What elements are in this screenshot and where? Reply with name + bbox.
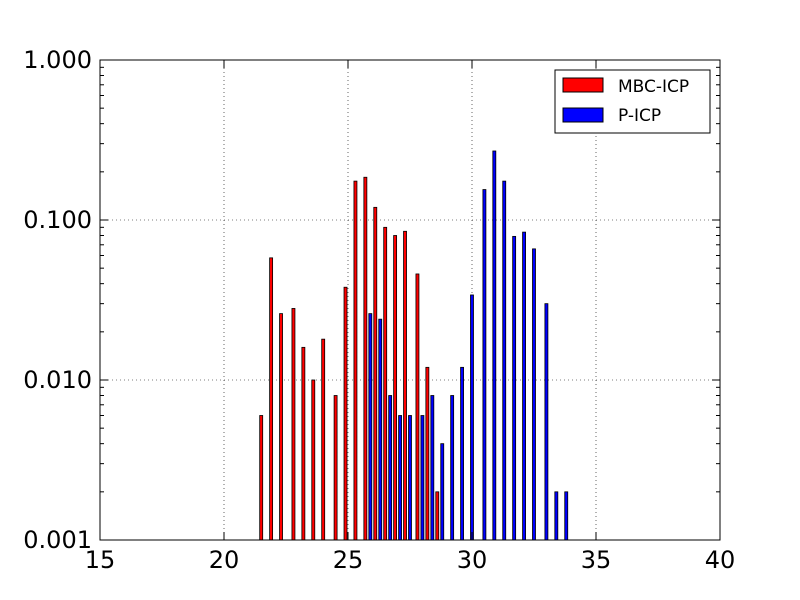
bar-mbc-icp	[269, 257, 274, 541]
legend-label-mbc-icp: MBC-ICP	[618, 77, 689, 97]
bar-mbc-icp	[403, 230, 407, 541]
legend-label-p-icp: P-ICP	[618, 106, 661, 126]
legend-swatch-p-icp	[562, 107, 604, 123]
bar-p-icp	[522, 231, 526, 541]
bar-p-icp	[430, 395, 435, 541]
y-axis-tick-labels: 0.001 0.010 0.100 1.000	[23, 46, 92, 554]
y-tick-label: 1.000	[23, 46, 92, 74]
bar-mbc-icp	[373, 206, 378, 541]
bar-p-icp	[564, 491, 569, 541]
bar-p-icp	[450, 395, 455, 541]
bar-p-icp	[460, 366, 464, 541]
bar-p-icp	[398, 415, 402, 541]
bar-mbc-icp	[383, 226, 388, 541]
bar-p-icp	[554, 491, 559, 541]
bar-mbc-icp	[279, 313, 283, 541]
x-tick-label: 15	[85, 546, 116, 574]
bar-mbc-icp	[321, 338, 326, 541]
bar-mbc-icp	[393, 235, 398, 541]
bar-p-icp	[388, 395, 393, 541]
bar-p-icp	[532, 248, 536, 541]
bar-p-icp	[544, 303, 549, 541]
plot-frame	[99, 59, 721, 541]
bar-mbc-icp	[291, 308, 296, 541]
x-tick-label: 20	[209, 546, 240, 574]
bar-mbc-icp	[435, 491, 440, 541]
bar-p-icp	[502, 180, 507, 541]
bar-mbc-icp	[415, 273, 420, 541]
bar-p-icp	[378, 318, 383, 541]
bar-p-icp	[470, 294, 474, 541]
bar-mbc-icp	[333, 395, 338, 541]
bar-mbc-icp	[363, 176, 368, 541]
bar-p-icp	[408, 415, 412, 541]
bar-p-icp	[492, 150, 497, 541]
x-tick-label: 40	[705, 546, 736, 574]
x-axis-tick-labels: 15 20 25 30 35 40	[85, 546, 736, 574]
bar-mbc-icp	[259, 415, 264, 541]
bar-p-icp	[440, 443, 445, 541]
bar-mbc-icp	[343, 286, 348, 541]
x-tick-label: 30	[457, 546, 488, 574]
legend: MBC-ICP P-ICP	[554, 69, 711, 134]
bar-mbc-icp	[353, 180, 358, 541]
legend-swatch-mbc-icp	[562, 77, 604, 93]
bar-mbc-icp	[311, 379, 316, 541]
bar-p-icp	[368, 313, 373, 541]
bar-mbc-icp	[301, 346, 306, 541]
x-tick-label: 25	[333, 546, 364, 574]
x-tick-label: 35	[581, 546, 612, 574]
bar-p-icp	[420, 415, 425, 541]
bar-p-icp	[482, 189, 487, 541]
bar-p-icp	[512, 235, 517, 541]
y-tick-label: 0.010	[23, 366, 92, 394]
y-tick-label: 0.001	[23, 526, 92, 554]
y-tick-label: 0.100	[23, 206, 92, 234]
bar-mbc-icp	[425, 366, 430, 541]
